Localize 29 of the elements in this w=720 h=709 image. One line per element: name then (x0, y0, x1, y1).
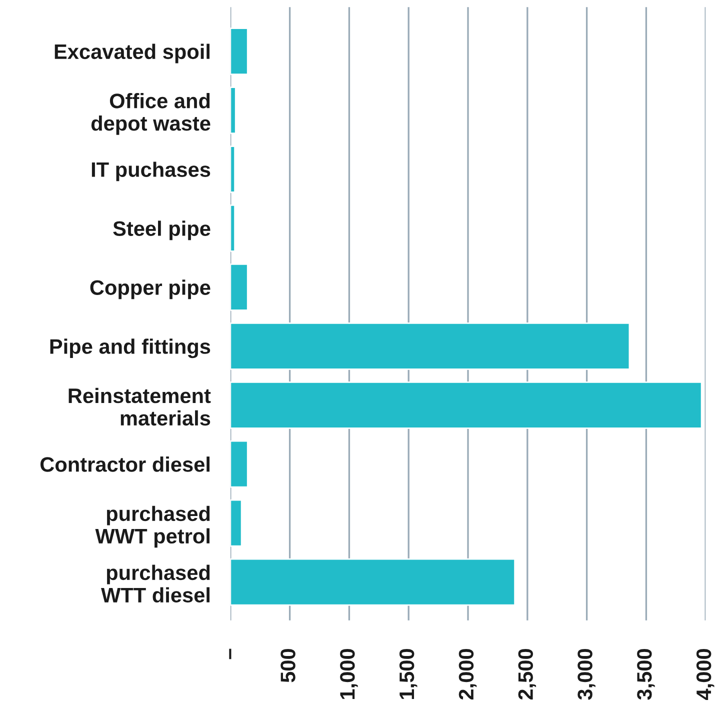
bar (230, 204, 236, 252)
y-tick-label: Office and depot waste (91, 93, 210, 135)
x-tick-label: 1,000 (340, 649, 358, 699)
x-tick-label: 2,000 (458, 649, 477, 700)
y-tick-label: purchased WWT petrol (95, 506, 210, 548)
bar (230, 558, 516, 606)
x-tick-label: 2,500 (518, 649, 536, 700)
x-tick-label: 3,000 (578, 649, 596, 700)
bar (230, 146, 236, 193)
y-tick-label: Reinstatement materials (68, 388, 211, 426)
x-tick-label: – (229, 648, 232, 660)
x-tick-label: 1,500 (399, 649, 418, 699)
x-tick-label: 500 (280, 649, 296, 682)
y-tick-label: Contractor diesel (40, 456, 210, 472)
bar (230, 264, 248, 311)
bar (230, 381, 702, 429)
y-tick-label: Excavated spoil (54, 44, 210, 64)
y-tick-label: IT puchases (92, 162, 210, 182)
bar (230, 499, 242, 547)
y-tick-label: purchased WTT diesel (101, 564, 210, 603)
y-tick-label: Copper pipe (90, 280, 210, 300)
bar (230, 86, 236, 134)
x-tick-label: 4,000 (696, 649, 714, 700)
bar (230, 322, 630, 370)
x-tick-label: 3,500 (637, 649, 655, 700)
bar (230, 440, 248, 488)
y-tick-label: Pipe and fittings (50, 338, 210, 358)
y-tick-label: Steel pipe (113, 220, 210, 240)
bar (230, 28, 248, 76)
